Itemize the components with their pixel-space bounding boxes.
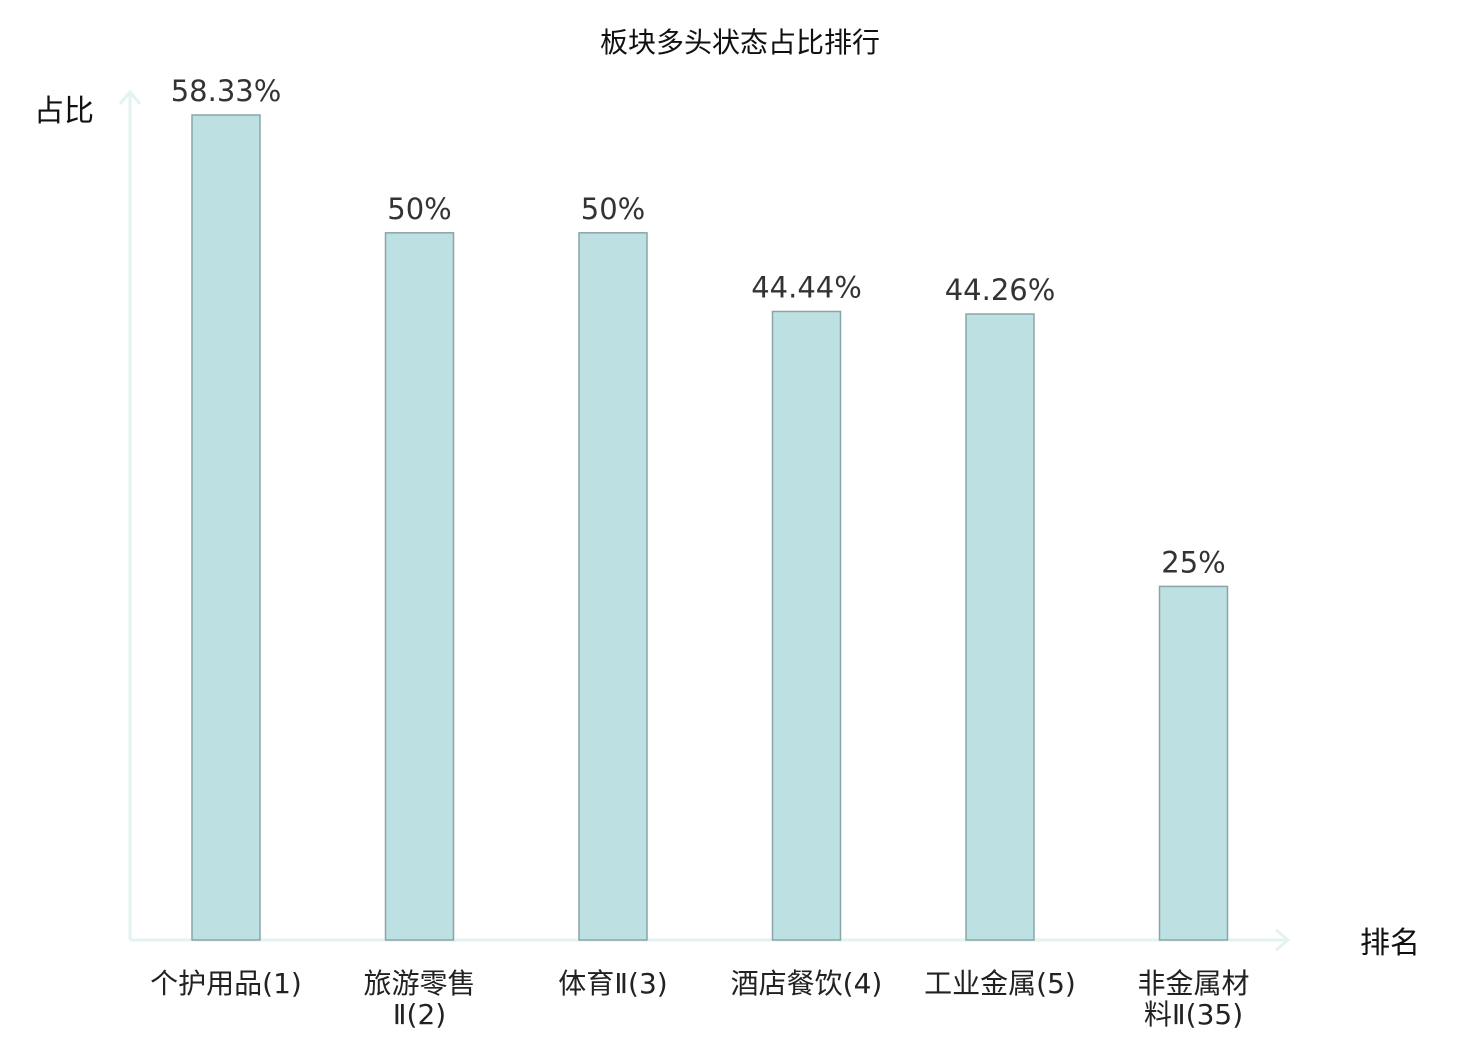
bar-value-label: 58.33% [171,74,282,108]
x-axis-arrow [1275,928,1291,952]
bar [578,232,648,941]
bar [1158,585,1229,941]
category-label: 酒店餐饮(4) [731,967,883,1000]
category-label: 个护用品(1) [150,967,302,1000]
category-label: 非金属材 [1137,967,1249,1000]
bar-value-label: 25% [1161,545,1225,579]
category-label: 体育Ⅱ(3) [558,967,667,1000]
x-axis-label: 排名 [1360,926,1420,961]
bar [965,313,1035,941]
category-label: 料Ⅱ(35) [1144,998,1243,1031]
bar-value-label: 44.44% [751,270,862,304]
bar [771,310,842,941]
bar-value-label: 50% [581,192,645,226]
chart-title: 板块多头状态占比排行 [600,26,880,59]
category-label: 旅游零售 [363,967,475,1000]
y-axis-arrow [118,89,142,105]
category-label: 工业金属(5) [924,967,1076,1000]
category-label: Ⅱ(2) [393,998,446,1031]
y-axis-label: 占比 [34,94,94,129]
bar-value-label: 44.26% [945,273,1056,307]
bar [384,232,455,941]
bar-value-label: 50% [387,192,451,226]
bar [191,114,261,941]
